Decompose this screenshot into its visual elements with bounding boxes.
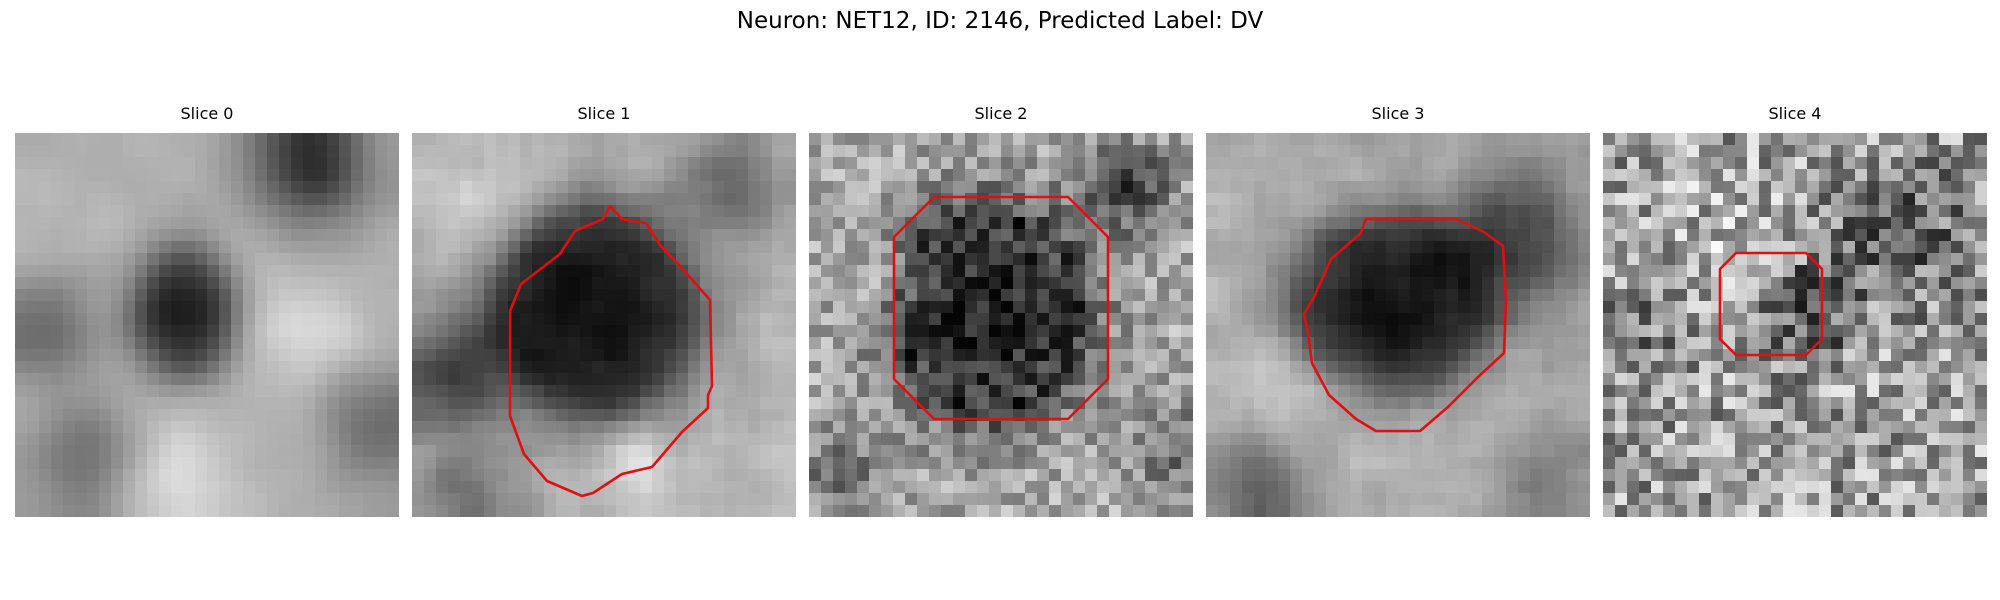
segmentation-contour-2 [892,195,1110,421]
slice-title-1: Slice 1 [577,104,631,123]
slice-image-4 [1603,133,1987,517]
figure-title: Neuron: NET12, ID: 2146, Predicted Label… [736,8,1264,34]
slice-panel-0: Slice 0 [15,104,399,517]
segmentation-contour-3 [1302,217,1508,433]
slice-panel-3: Slice 3 [1206,104,1590,517]
slice-image-3 [1206,133,1590,517]
slice-image-0 [15,133,399,517]
segmentation-contour-1 [508,204,714,498]
slice-panel-2: Slice 2 [809,104,1193,517]
slice-title-0: Slice 0 [180,104,234,123]
slice-title-4: Slice 4 [1768,104,1822,123]
slice-image-1 [412,133,796,517]
slice-image-2 [809,133,1193,517]
slice-title-2: Slice 2 [974,104,1028,123]
slice-panel-4: Slice 4 [1603,104,1987,517]
slice-panel-1: Slice 1 [412,104,796,517]
segmentation-contour-4 [1718,251,1824,357]
slice-title-3: Slice 3 [1371,104,1425,123]
